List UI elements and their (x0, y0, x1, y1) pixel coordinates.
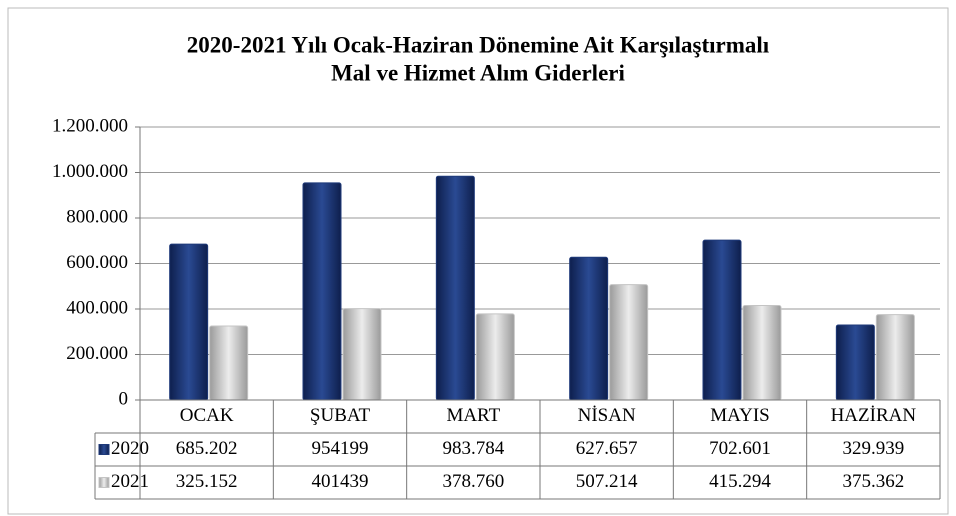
legend-swatch (98, 477, 110, 488)
y-tick-label: 800.000 (66, 206, 128, 227)
bar (169, 243, 209, 401)
table-value: 415.294 (709, 471, 771, 492)
table-value: 329.939 (842, 438, 904, 459)
x-tick-label: NİSAN (578, 405, 636, 426)
legend-label: 2020 (111, 438, 149, 459)
chart-subtitle: Mal ve Hizmet Alım Giderleri (331, 60, 625, 85)
x-tick-label: MART (446, 405, 500, 426)
bar (302, 182, 342, 401)
table-value: 325.152 (176, 471, 238, 492)
table-value: 401439 (312, 471, 369, 492)
bar (609, 284, 649, 401)
x-tick-label: HAZİRAN (831, 405, 917, 426)
bar (209, 325, 249, 401)
y-tick-label: 0 (119, 388, 129, 409)
bar (875, 314, 915, 401)
bar (342, 308, 382, 401)
chart-frame (7, 7, 949, 515)
x-tick-label: ŞUBAT (310, 405, 371, 426)
y-tick-label: 400.000 (66, 297, 128, 318)
y-tick-label: 1.200.000 (52, 115, 128, 136)
y-tick-label: 200.000 (66, 343, 128, 364)
bar (835, 324, 875, 401)
table-value: 954199 (312, 438, 369, 459)
table-value: 378.760 (442, 471, 504, 492)
y-tick-label: 600.000 (66, 252, 128, 273)
bar (702, 239, 742, 401)
table-value: 702.601 (709, 438, 771, 459)
table-value: 685.202 (176, 438, 238, 459)
table-value: 507.214 (576, 471, 638, 492)
table-value: 627.657 (576, 438, 638, 459)
table-value: 983.784 (442, 438, 504, 459)
table-value: 375.362 (842, 471, 904, 492)
bar (742, 305, 782, 401)
bar (569, 256, 609, 401)
legend-swatch (98, 444, 110, 455)
y-tick-label: 1.000.000 (52, 161, 128, 182)
x-tick-label: MAYIS (710, 405, 770, 426)
chart-title: 2020-2021 Yılı Ocak-Haziran Dönemine Ait… (187, 32, 770, 57)
x-tick-label: OCAK (180, 405, 234, 426)
bar (475, 313, 515, 401)
bar (435, 175, 475, 401)
legend-label: 2021 (111, 471, 149, 492)
